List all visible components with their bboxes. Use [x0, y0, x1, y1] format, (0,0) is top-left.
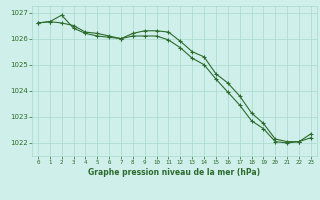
X-axis label: Graphe pression niveau de la mer (hPa): Graphe pression niveau de la mer (hPa) — [88, 168, 260, 177]
